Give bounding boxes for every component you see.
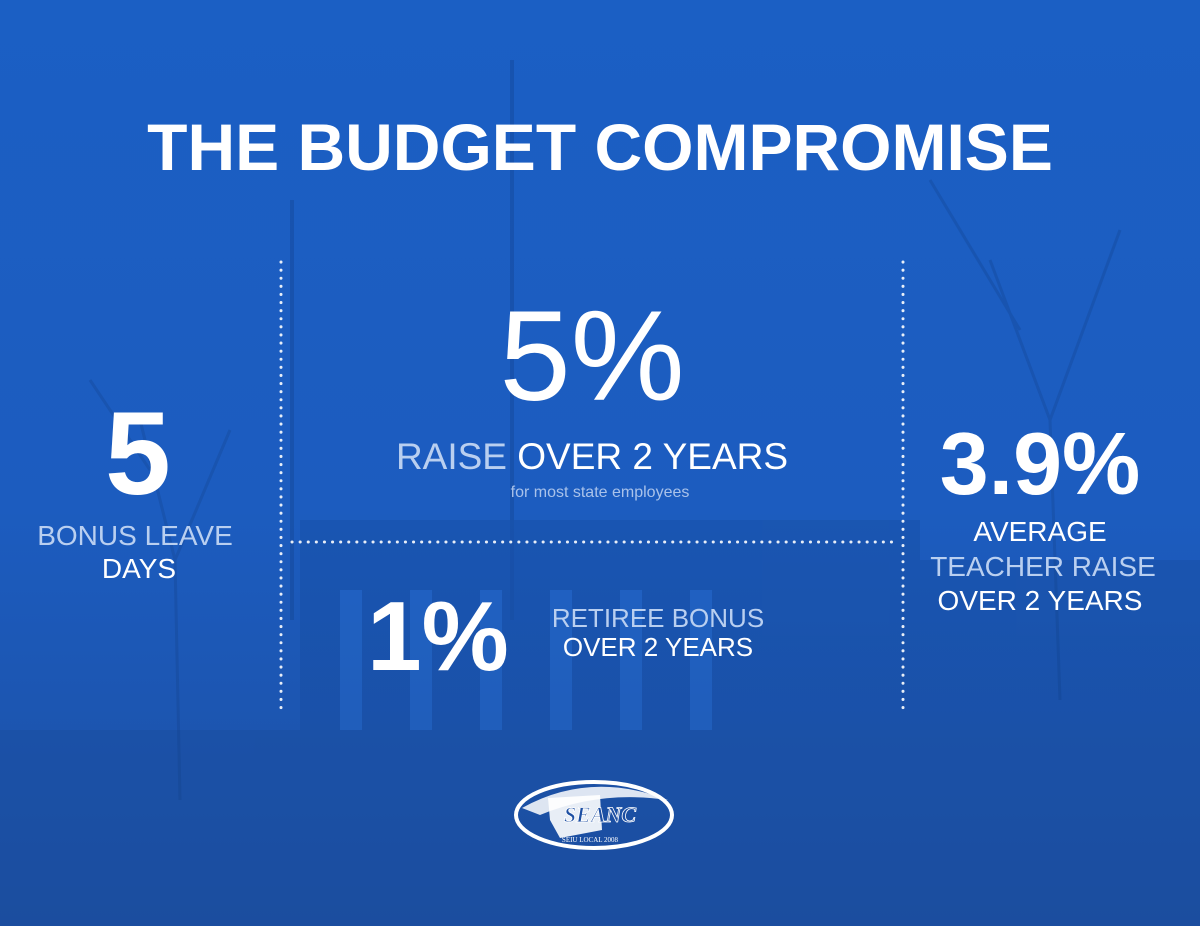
bottom-label: RETIREE BONUS xyxy=(552,603,764,633)
right-label: AVERAGE xyxy=(973,516,1106,547)
logo: SEANC SEIU LOCAL 2008 xyxy=(514,780,674,850)
logo-state xyxy=(548,795,602,838)
center-label-highlight: RAISE xyxy=(396,436,507,477)
center-note: for most state employees xyxy=(511,484,690,501)
bottom-figure: 1% xyxy=(367,581,509,691)
right-label: TEACHER RAISE xyxy=(930,551,1156,582)
center-label: RAISE OVER 2 YEARS xyxy=(396,436,788,477)
left-label: DAYS xyxy=(102,553,176,584)
right-label: OVER 2 YEARS xyxy=(938,585,1143,616)
right-figure: 3.9% xyxy=(940,414,1141,513)
center-label-rest: OVER 2 YEARS xyxy=(517,436,788,477)
logo-subtitle: SEIU LOCAL 2008 xyxy=(562,836,619,844)
left-label: BONUS LEAVE xyxy=(37,520,233,551)
title: THE BUDGET COMPROMISE xyxy=(147,110,1053,184)
left-figure: 5 xyxy=(105,388,171,520)
background-building xyxy=(0,60,1200,926)
logo-ring xyxy=(514,780,674,850)
center-figure: 5% xyxy=(500,285,685,428)
bottom-label: OVER 2 YEARS xyxy=(563,632,753,662)
background-trees xyxy=(88,179,1122,801)
logo-name: SEANC xyxy=(564,802,636,827)
